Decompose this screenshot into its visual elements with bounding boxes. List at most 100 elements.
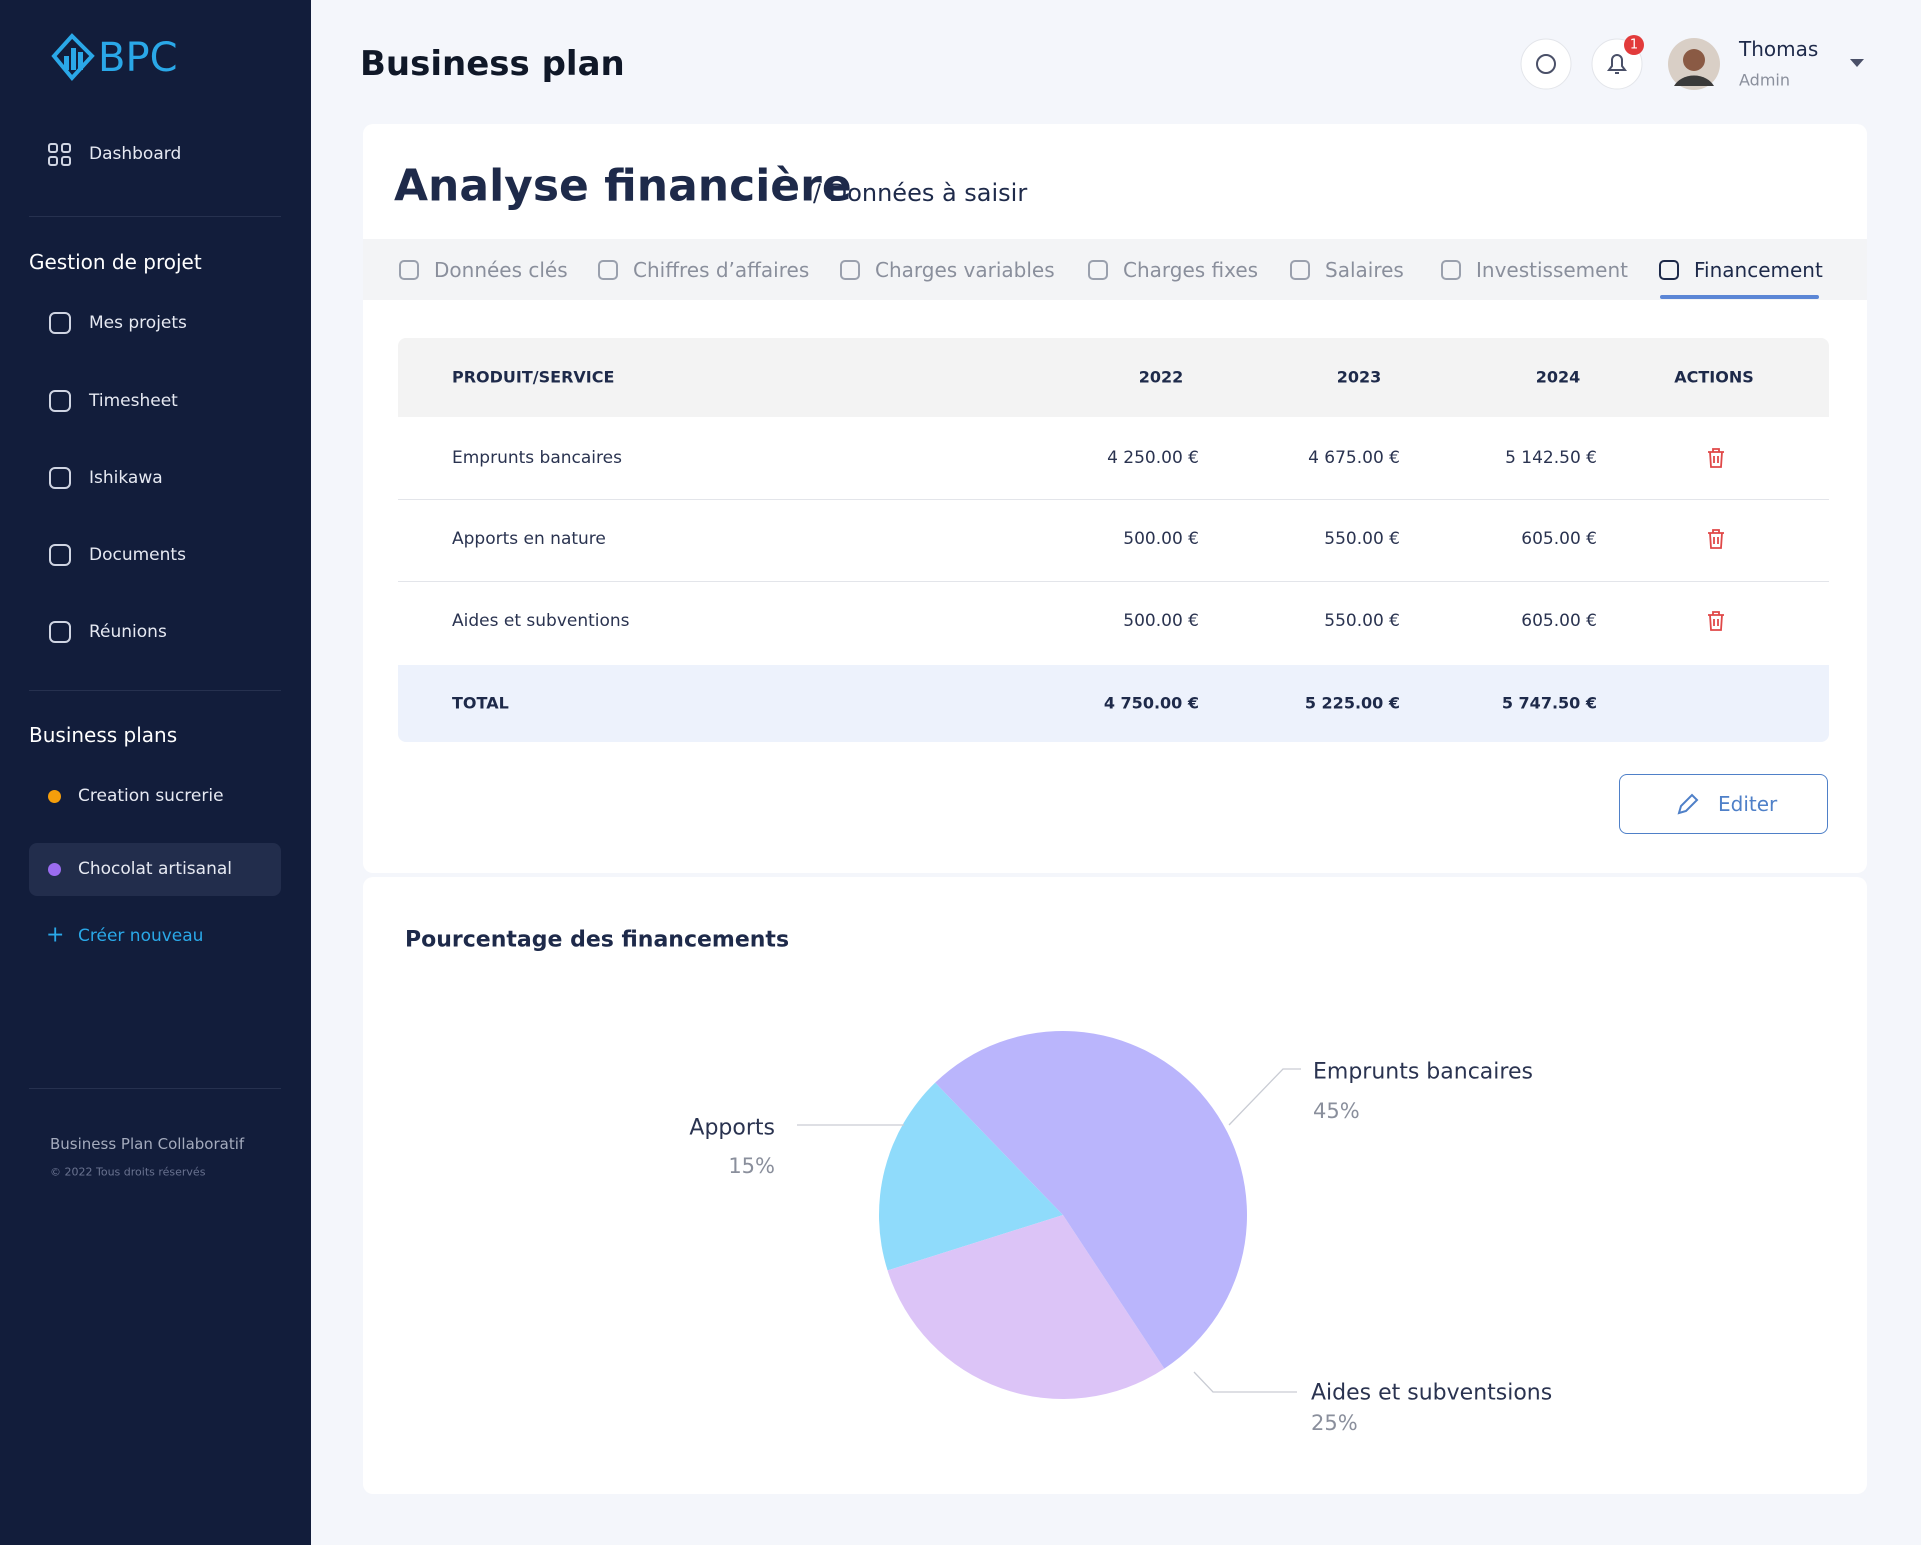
pencil-icon (1677, 793, 1699, 815)
divider (29, 216, 281, 217)
nav-item[interactable]: Documents (89, 545, 186, 565)
chart-title: Pourcentage des financements (405, 927, 790, 953)
avatar[interactable] (1668, 38, 1720, 90)
row-divider (398, 499, 1829, 500)
copyright: © 2022 Tous droits réservés (50, 1165, 206, 1179)
cell: 500.00 € (1123, 529, 1199, 549)
column-header: PRODUIT/SERVICE (452, 367, 615, 387)
dot (48, 790, 61, 803)
table-header (398, 338, 1829, 417)
cell: 550.00 € (1324, 529, 1400, 549)
edit-label[interactable]: Editer (1718, 792, 1778, 816)
column-header: 2022 (1138, 367, 1184, 387)
tab-bar (363, 239, 1867, 300)
nav-icon (49, 544, 71, 566)
nav-item[interactable]: Ishikawa (89, 468, 163, 488)
cell: 4 750.00 € (1103, 693, 1199, 713)
tab[interactable]: Financement (1694, 258, 1823, 282)
edit-button[interactable] (1619, 774, 1828, 834)
cell: Apports en nature (452, 529, 606, 549)
selected-item-bg (29, 843, 281, 896)
tab-icon (399, 260, 419, 280)
pie-slice (935, 1031, 1247, 1369)
tab-underline (1660, 295, 1819, 299)
cell: 550.00 € (1324, 611, 1400, 631)
slice-label: Emprunts bancaires (1313, 1059, 1533, 1085)
nav-icon (49, 467, 71, 489)
leader-line (1193, 1371, 1297, 1393)
caret[interactable] (1850, 59, 1864, 67)
nav-icon (49, 390, 71, 412)
nav-icon (49, 312, 71, 334)
nav-item[interactable]: Timesheet (89, 391, 178, 411)
tab[interactable]: Charges fixes (1123, 258, 1259, 282)
page-title: Business plan (360, 44, 625, 84)
sidebar: BPC Dashboard Gestion de projet Mes proj… (0, 0, 311, 1545)
nav-icon (49, 621, 71, 643)
plus: + (46, 922, 65, 948)
column-header: ACTIONS (1674, 367, 1754, 387)
logo: BPC (98, 35, 178, 81)
nav-item[interactable]: Dashboard (89, 144, 182, 164)
nav-item[interactable]: Réunions (89, 622, 167, 642)
cell: Emprunts bancaires (452, 448, 622, 468)
column-header: 2024 (1535, 367, 1581, 387)
total-row (398, 665, 1829, 742)
cell: 500.00 € (1123, 611, 1199, 631)
tab-icon (1441, 260, 1461, 280)
cell: 5 142.50 € (1505, 448, 1597, 468)
cell: 5 225.00 € (1304, 693, 1400, 713)
tab[interactable]: Salaires (1325, 258, 1404, 282)
slice-value: 25% (1311, 1411, 1358, 1435)
section-title: Analyse financière (394, 160, 852, 212)
slice-label: Apports (689, 1115, 775, 1141)
cell: 5 747.50 € (1501, 693, 1597, 713)
footer-title: Business Plan Collaboratif (50, 1135, 245, 1153)
tab[interactable]: Charges variables (875, 258, 1055, 282)
tab-icon (840, 260, 860, 280)
pie-slice (887, 1215, 1165, 1399)
delete-button[interactable] (1707, 611, 1725, 631)
slice-value: 15% (728, 1154, 775, 1178)
plan-item[interactable]: Creation sucrerie (78, 786, 224, 806)
cell: 4 675.00 € (1308, 448, 1400, 468)
create-link[interactable]: Créer nouveau (78, 926, 204, 946)
notification-button[interactable] (1590, 35, 1644, 91)
row-divider (398, 581, 1829, 582)
user-role: Admin (1739, 70, 1790, 90)
cell: 4 250.00 € (1107, 448, 1199, 468)
plan-item[interactable]: Chocolat artisanal (78, 859, 232, 879)
section-subtitle: / Données à saisir (813, 179, 1028, 207)
cell: 605.00 € (1521, 529, 1597, 549)
tab-icon (1290, 260, 1310, 280)
icon (48, 143, 71, 166)
delete-button[interactable] (1707, 529, 1725, 549)
slice-value: 45% (1313, 1099, 1360, 1123)
help-button[interactable] (1519, 37, 1573, 91)
tab[interactable]: Chiffres d’affaires (633, 258, 810, 282)
pie-chart (797, 1031, 1301, 1399)
cell: Aides et subventions (452, 611, 630, 631)
cell: TOTAL (452, 693, 509, 713)
user-name: Thomas (1739, 37, 1819, 61)
dot (48, 863, 61, 876)
nav-item[interactable]: Mes projets (89, 313, 187, 333)
cell: 605.00 € (1521, 611, 1597, 631)
tab[interactable]: Investissement (1476, 258, 1628, 282)
badge: 1 (1629, 37, 1639, 53)
slice-label: Aides et subventsions (1311, 1380, 1553, 1406)
column-header: 2023 (1336, 367, 1382, 387)
tab[interactable]: Données clés (434, 258, 568, 282)
logo-icon (51, 33, 95, 82)
section-title: Gestion de projet (29, 250, 202, 274)
tab-icon (598, 260, 618, 280)
tab-icon (1088, 260, 1108, 280)
tab-icon (1659, 260, 1679, 280)
leader-line (1228, 1068, 1301, 1126)
divider (29, 690, 281, 691)
section-title: Business plans (29, 723, 178, 747)
divider (29, 1088, 281, 1089)
delete-button[interactable] (1707, 448, 1725, 468)
pie-slice (879, 1082, 1063, 1271)
